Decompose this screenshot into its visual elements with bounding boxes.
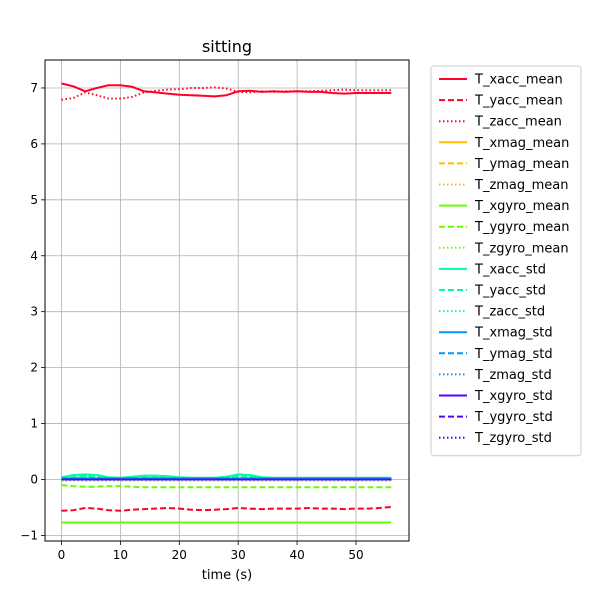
series-lines <box>61 82 392 524</box>
legend-label: T_xmag_std <box>474 326 553 341</box>
y-tick-label: 1 <box>30 417 38 431</box>
chart-title: sitting <box>202 37 252 56</box>
x-tick-label: 30 <box>231 548 246 562</box>
legend-label: T_ygyro_std <box>474 410 553 425</box>
legend-label: T_xacc_std <box>474 262 546 277</box>
legend-label: T_zacc_mean <box>474 115 562 130</box>
x-axis-label: time (s) <box>202 568 252 583</box>
plot-background <box>45 60 409 541</box>
legend-label: T_zgyro_std <box>474 431 552 446</box>
series-line-t-xacc-mean <box>61 82 392 98</box>
legend-label: T_zmag_mean <box>474 178 569 193</box>
series-line-t-zacc-mean <box>61 86 392 101</box>
legend-label: T_xmag_mean <box>474 136 569 151</box>
legend-label: T_xgyro_std <box>474 389 553 404</box>
legend-label: T_zacc_std <box>474 305 545 320</box>
legend-box <box>430 65 582 457</box>
x-tick-label: 0 <box>58 548 66 562</box>
y-tick-label: −1 <box>20 528 38 542</box>
x-tick-label: 10 <box>113 548 128 562</box>
series-line-t-yacc-mean <box>61 505 392 512</box>
x-tick-label: 40 <box>289 548 304 562</box>
legend-label: T_zgyro_mean <box>474 241 569 256</box>
legend-label: T_ymag_std <box>474 347 553 362</box>
legend-label: T_xgyro_mean <box>474 199 569 214</box>
legend: T_xacc_mean T_yacc_mean T_zacc_mean T_xmag_… <box>430 65 582 457</box>
y-tick-label: 7 <box>30 81 38 95</box>
legend-label: T_zmag_std <box>474 368 552 383</box>
legend-label: T_ygyro_mean <box>474 220 569 235</box>
y-tick-label: 3 <box>30 305 38 319</box>
y-tick-label: 2 <box>30 361 38 375</box>
y-tick-label: 0 <box>30 472 38 486</box>
axis-ticks: 0 10 20 30 40 50 −1 0 1 2 3 4 5 6 7 <box>20 81 363 562</box>
y-tick-label: 5 <box>30 193 38 207</box>
x-tick-label: 50 <box>348 548 363 562</box>
legend-label: T_yacc_std <box>474 284 546 299</box>
legend-label: T_xacc_mean <box>474 73 563 88</box>
y-tick-label: 6 <box>30 137 38 151</box>
y-tick-label: 4 <box>30 249 38 263</box>
x-tick-label: 20 <box>172 548 187 562</box>
series-line-t-ygyro-mean <box>61 484 392 489</box>
legend-label: T_ymag_mean <box>474 157 569 172</box>
plot-frame <box>44 59 410 542</box>
legend-label: T_yacc_mean <box>474 94 563 109</box>
